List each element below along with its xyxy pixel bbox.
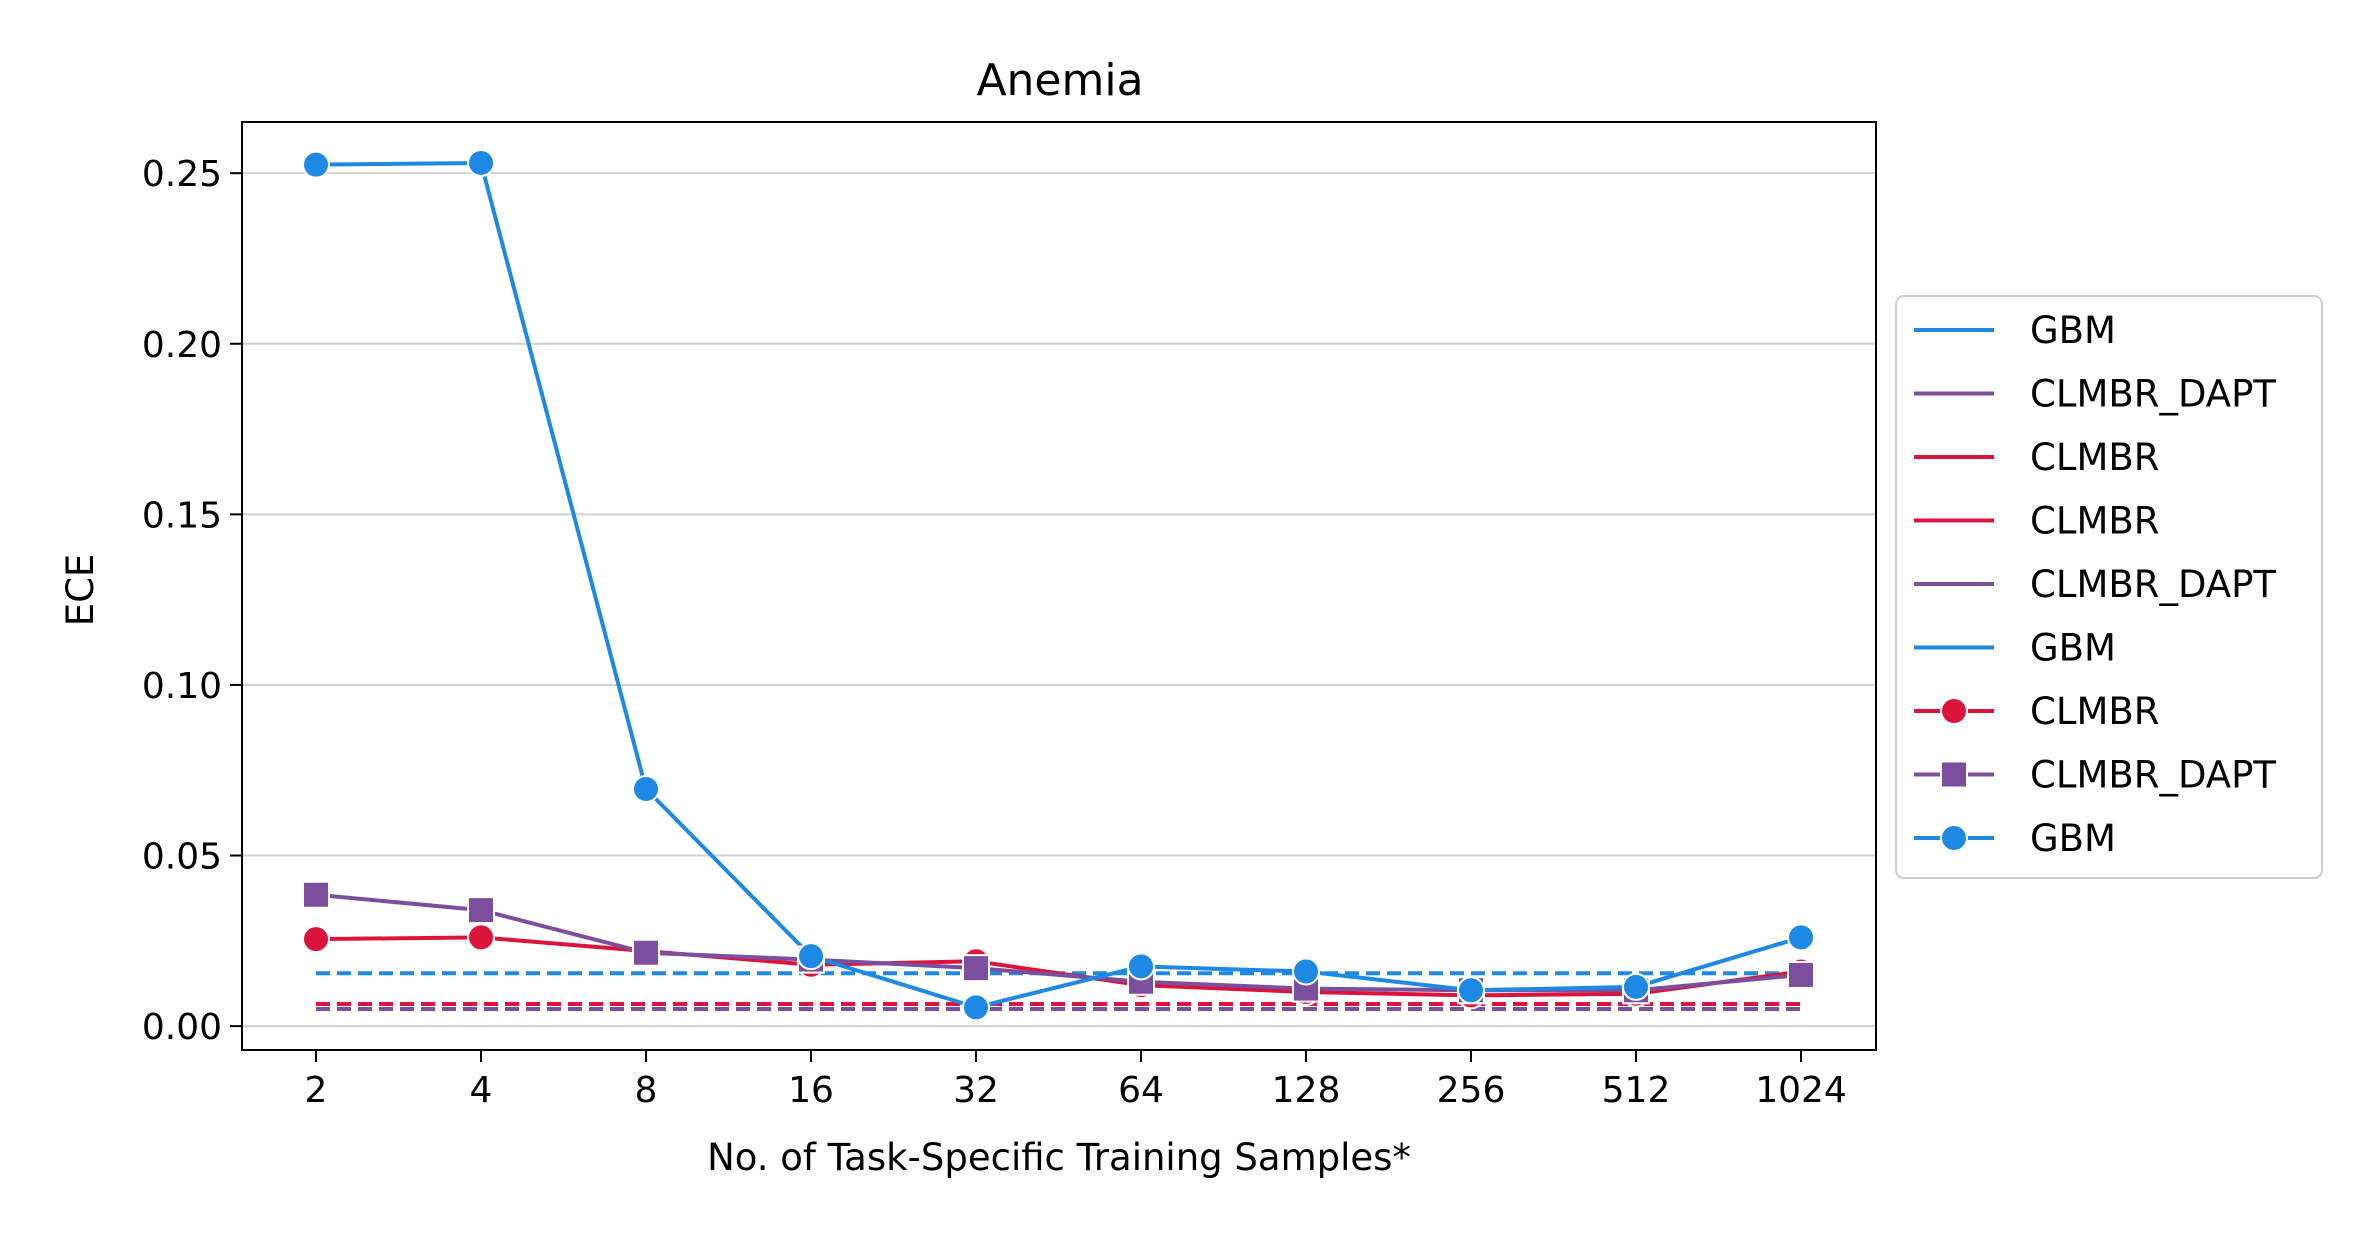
legend-label: CLMBR [2030, 500, 2159, 543]
x-tick-label: 1024 [1755, 1070, 1847, 1111]
legend-box [1895, 295, 2323, 879]
y-tick-label: 0.05 [142, 837, 222, 878]
y-tick-label: 0.20 [142, 325, 222, 366]
data-point-gbm [467, 148, 495, 177]
legend-marker [1940, 824, 1968, 852]
x-tick-label: 256 [1437, 1070, 1506, 1111]
data-point-clmbr-dapt [962, 954, 990, 983]
gridlines [242, 172, 1876, 1028]
data-point-gbm [1622, 972, 1650, 1001]
legend-label: GBM [2030, 627, 2116, 670]
data-point-clmbr [467, 923, 495, 952]
y-tick-label: 0.15 [142, 495, 222, 536]
data-point-gbm [962, 993, 990, 1022]
y-tick-label: 0.00 [142, 1007, 222, 1048]
x-tick-label: 128 [1272, 1070, 1341, 1111]
x-tick-label: 512 [1602, 1070, 1671, 1111]
y-axis-label: ECE [59, 554, 102, 627]
data-point-clmbr-dapt [467, 896, 495, 925]
x-tick-label: 16 [788, 1070, 834, 1111]
y-tick-label: 0.25 [142, 154, 222, 195]
chart-title: Anemia [976, 55, 1143, 106]
legend-label: CLMBR_DAPT [2030, 754, 2276, 797]
series-group [302, 148, 1815, 1022]
data-point-clmbr [302, 925, 330, 954]
data-point-gbm [1127, 952, 1155, 981]
x-axis-label: No. of Task-Specific Training Samples* [707, 1136, 1411, 1179]
data-point-gbm [1787, 923, 1815, 952]
x-tick-label: 32 [953, 1070, 999, 1111]
legend-marker [1940, 760, 1968, 789]
x-tick-label: 2 [305, 1070, 328, 1111]
legend-label: CLMBR [2030, 436, 2159, 479]
data-point-clmbr-dapt [632, 938, 660, 967]
x-tick-label: 64 [1118, 1070, 1164, 1111]
data-point-gbm [632, 775, 660, 803]
data-point-clmbr-dapt [302, 880, 330, 909]
data-point-gbm [1292, 957, 1320, 986]
series-line-gbm [315, 160, 1802, 1010]
legend-label: GBM [2030, 817, 2116, 860]
legend-label: CLMBR_DAPT [2030, 563, 2276, 606]
x-tick-label: 8 [635, 1070, 658, 1111]
x-tick-label: 4 [470, 1070, 493, 1111]
legend-label: CLMBR_DAPT [2030, 373, 2276, 416]
data-point-clmbr-dapt [1787, 960, 1815, 989]
x-axis-ticks: 2 4 8 16 32 64 128 256 512 1024 [305, 1050, 1847, 1111]
plot-frame [241, 121, 1877, 1051]
data-point-gbm [797, 942, 825, 971]
data-point-gbm [302, 150, 330, 179]
y-tick-label: 0.10 [142, 666, 222, 707]
legend-label: GBM [2030, 309, 2116, 352]
data-point-gbm [1457, 976, 1485, 1005]
y-axis-ticks: 0.00 0.05 0.10 0.15 0.20 0.25 [142, 154, 242, 1048]
legend: GBM CLMBR_DAPT CLMBR CLMBR CLMBR_DAPT GBM CLMB… [1895, 295, 2323, 879]
legend-marker [1940, 697, 1968, 725]
legend-label: CLMBR [2030, 690, 2159, 733]
